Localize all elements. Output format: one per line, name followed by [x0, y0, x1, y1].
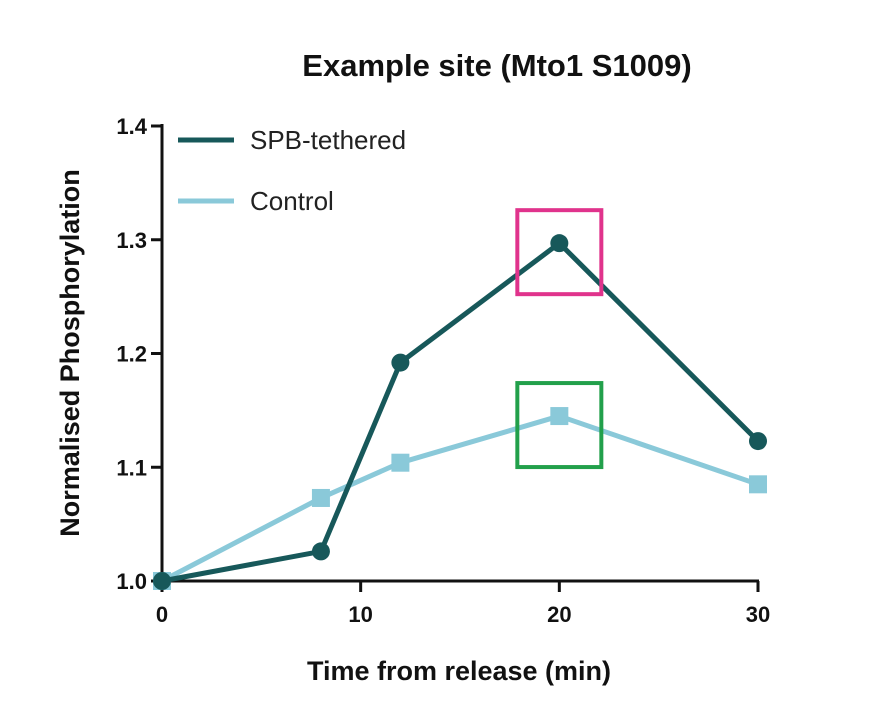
data-point — [550, 407, 569, 426]
series-line — [160, 413, 759, 584]
y-tick-label: 1.4 — [116, 114, 147, 139]
data-point — [550, 234, 569, 253]
legend: SPB-tethered Control — [178, 125, 406, 216]
y-axis-label: Normalised Phosphorylation — [55, 169, 85, 537]
x-tick-label: 30 — [746, 602, 770, 627]
y-tick-label: 1.3 — [116, 228, 147, 253]
data-point — [391, 353, 410, 372]
series-layer — [153, 234, 767, 590]
y-tick-label: 1.2 — [116, 342, 147, 367]
data-point — [153, 572, 171, 590]
x-axis-label: Time from release (min) — [307, 656, 611, 686]
annotation-box — [515, 381, 604, 470]
x-tick-label: 0 — [156, 602, 168, 627]
y-tick-label: 1.0 — [116, 569, 147, 594]
legend-label: SPB-tethered — [250, 125, 406, 155]
data-point — [391, 453, 410, 472]
axes: 1.0 1.1 1.2 1.3 1.4 0 10 20 30 — [116, 114, 770, 627]
annotation-layer — [515, 208, 604, 470]
data-point — [311, 542, 330, 561]
x-tick-label: 10 — [348, 602, 372, 627]
x-tick-label: 20 — [547, 602, 571, 627]
data-point — [749, 475, 767, 494]
y-tick-label: 1.1 — [116, 455, 147, 480]
data-point — [749, 432, 767, 451]
legend-label: Control — [250, 186, 334, 216]
data-point — [311, 488, 330, 507]
series-line — [161, 240, 760, 584]
annotation-box — [515, 208, 604, 297]
chart-title: Example site (Mto1 S1009) — [302, 48, 691, 83]
